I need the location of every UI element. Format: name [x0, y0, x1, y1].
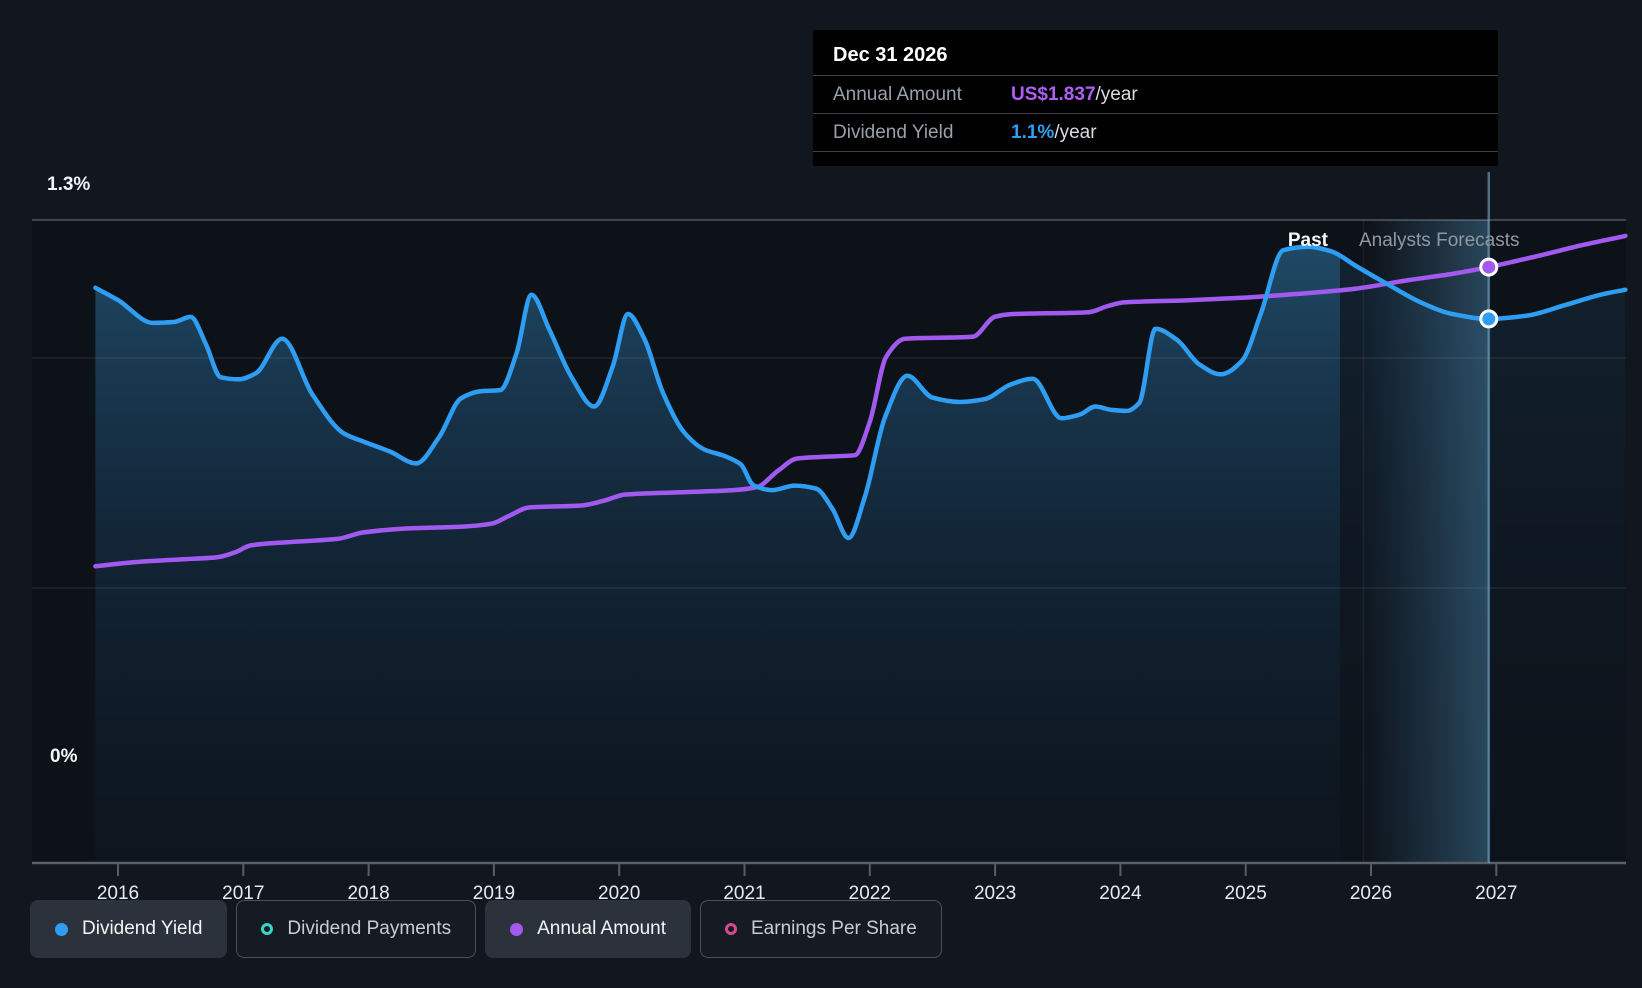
chart-tooltip: Dec 31 2026 Annual Amount US$1.837 /year… [813, 30, 1498, 166]
tooltip-date: Dec 31 2026 [833, 44, 948, 66]
x-tick-label: 2018 [347, 883, 389, 904]
yield-area-past [95, 246, 1340, 862]
hover-highlight-band [1363, 220, 1489, 863]
tooltip-value: 1.1% [1011, 122, 1055, 143]
legend-label: Dividend Yield [82, 918, 203, 939]
x-axis-ticks [117, 863, 1498, 876]
tooltip-row-annual-amount: Annual Amount US$1.837 /year [813, 75, 1498, 113]
x-tick-label: 2021 [723, 883, 765, 904]
legend-button-dividend-payments[interactable]: Dividend Payments [236, 900, 477, 958]
legend-button-dividend-yield[interactable]: Dividend Yield [30, 900, 228, 958]
legend-label: Annual Amount [537, 918, 666, 939]
tooltip-label: Dividend Yield [833, 122, 954, 143]
x-tick-label: 2023 [974, 883, 1016, 904]
x-tick-label: 2027 [1475, 883, 1517, 904]
analysts-forecasts-zone-label: Analysts Forecasts [1359, 230, 1520, 251]
x-tick-label: 2016 [97, 883, 139, 904]
past-zone-label: Past [1287, 230, 1328, 251]
tooltip-value: US$1.837 [1011, 84, 1096, 105]
tooltip-row-dividend-yield: Dividend Yield 1.1% /year [813, 113, 1498, 151]
dividend-payments-ring-icon [261, 923, 274, 935]
tooltip-suffix: /year [1054, 122, 1097, 143]
y-axis-label-max: 1.3% [47, 174, 91, 195]
annual-amount-dot-icon [510, 922, 524, 936]
x-tick-label: 2020 [598, 883, 640, 904]
x-tick-label: 2026 [1350, 883, 1392, 904]
legend-button-earnings-per-share[interactable]: Earnings Per Share [700, 900, 942, 958]
legend-label: Earnings Per Share [751, 918, 917, 939]
tooltip-suffix: /year [1095, 84, 1138, 105]
x-tick-label: 2019 [473, 883, 515, 904]
x-tick-label: 2022 [849, 883, 891, 904]
dividend-yield-marker [1479, 309, 1499, 329]
x-tick-label: 2024 [1099, 883, 1142, 904]
earnings-per-share-ring-icon [725, 923, 737, 935]
legend-button-annual-amount[interactable]: Annual Amount [485, 900, 691, 958]
dividend-yield-line [93, 244, 1628, 541]
annual-amount-marker [1479, 257, 1499, 277]
tooltip-label: Annual Amount [833, 84, 962, 105]
x-axis-labels: 2016 2017 2018 2019 2020 2021 2022 2023 2024 2025… [97, 883, 1518, 904]
legend-label: Dividend Payments [287, 918, 452, 939]
dividend-yield-dot-icon [55, 922, 68, 936]
chart-legend: Dividend Yield Dividend Payments Annual … [30, 900, 942, 958]
y-axis-label-zero: 0% [50, 746, 78, 767]
x-tick-label: 2017 [222, 883, 264, 904]
tooltip-bottom-divider [813, 151, 1498, 166]
x-tick-label: 2025 [1225, 883, 1267, 904]
annual-amount-line [93, 233, 1628, 569]
